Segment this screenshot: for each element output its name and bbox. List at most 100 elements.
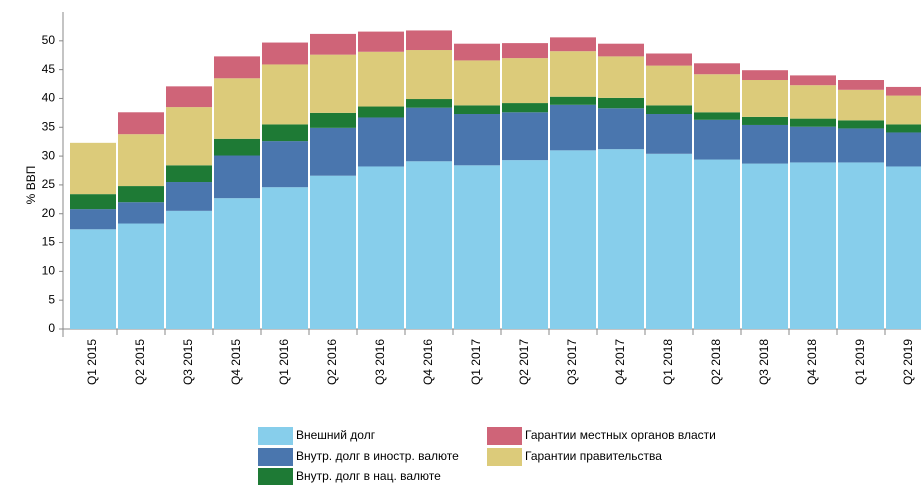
bar-segment [790,126,836,163]
y-axis-label: % ВВП [24,166,38,205]
legend-swatch [258,468,293,485]
bar-segment [262,187,308,329]
bar-segment [406,50,452,100]
bar-segment [358,31,404,52]
bar-segment [166,182,212,211]
y-tick-label: 0 [48,321,55,335]
x-tick-label: Q1 2018 [661,339,675,385]
y-tick-label: 15 [42,235,56,249]
bar-segment [454,114,500,166]
bar-segment [262,42,308,65]
bar-segment [742,80,788,117]
legend-swatch [258,427,293,445]
bar-segment [742,116,788,125]
x-tick-label: Q1 2019 [853,339,867,385]
bar-segment [742,124,788,164]
bar-segment [550,150,596,329]
y-tick-label: 20 [42,206,56,220]
y-tick-label: 50 [42,33,56,47]
bar-segment [838,89,884,121]
y-tick-label: 5 [48,292,55,306]
bar-segment [502,112,548,161]
bar-segment [166,107,212,166]
bar-segment [310,175,356,329]
bar-segment [214,198,260,329]
bar-segment [454,43,500,61]
bar-segment [214,56,260,79]
bar-segment [550,104,596,151]
bar-segment [886,86,921,96]
y-tick-label: 35 [42,119,56,133]
bar-segment [406,30,452,51]
bar-segment [886,124,921,133]
bar-segment [598,97,644,109]
y-tick-label: 45 [42,62,56,76]
bar-segment [694,159,740,329]
bar-segment [406,99,452,108]
bar-segment [646,114,692,154]
bar-segment [742,163,788,329]
bar-segment [454,60,500,106]
bar-segment [886,132,921,167]
bar-segment [310,54,356,113]
x-tick-label: Q2 2016 [325,339,339,385]
y-tick-label: 25 [42,177,56,191]
bar-segment [262,141,308,188]
bar-segment [70,142,116,195]
x-tick-label: Q2 2017 [517,339,531,385]
bar-segment [742,70,788,81]
x-tick-label: Q1 2015 [85,339,99,385]
legend-label: Внутр. долг в иностр. валюте [296,449,459,463]
bar-segment [118,134,164,187]
bar-segment [454,165,500,329]
bar-segment [502,160,548,329]
x-tick-label: Q4 2017 [613,339,627,385]
bar-segment [790,85,836,119]
bar-segment [454,105,500,115]
bar-segment [358,166,404,329]
bar-segment [838,162,884,329]
bar-segment [790,162,836,329]
bar-segment [598,56,644,98]
bar-segment [358,51,404,107]
bar-segment [646,53,692,66]
bar-segment [118,202,164,224]
legend-label: Гарантии правительства [525,449,662,463]
bar-segment [166,86,212,108]
bar-segment [118,112,164,135]
bar-segment [166,165,212,183]
x-tick-label: Q2 2015 [133,339,147,385]
bar-segment [838,80,884,90]
bar-segment [838,128,884,163]
legend-swatch [258,448,293,466]
bar-segment [646,153,692,329]
bar-segment [70,229,116,329]
bar-segment [262,64,308,125]
x-tick-label: Q4 2016 [421,339,435,385]
bar-segment [406,107,452,162]
bar-segment [550,37,596,52]
bar-segment [694,119,740,160]
bar-segment [646,105,692,115]
bar-segment [214,155,260,199]
x-tick-label: Q3 2015 [181,339,195,385]
bar-segment [598,43,644,57]
bar-segment [886,95,921,125]
x-tick-label: Q1 2017 [469,339,483,385]
y-tick-label: 30 [42,148,56,162]
legend-label: Внутр. долг в нац. валюте [296,469,441,483]
x-tick-label: Q4 2015 [229,339,243,385]
bar-segment [406,161,452,329]
bar-segment [310,127,356,176]
legend-swatch [487,427,522,445]
y-tick-label: 10 [42,264,56,278]
bar-segment [694,63,740,75]
bar-segment [358,117,404,167]
bar-segment [502,43,548,59]
bar-segment [262,124,308,142]
bar-segment [310,112,356,128]
x-tick-label: Q2 2018 [709,339,723,385]
bar-segment [310,33,356,55]
legend-label: Внешний долг [296,428,376,442]
